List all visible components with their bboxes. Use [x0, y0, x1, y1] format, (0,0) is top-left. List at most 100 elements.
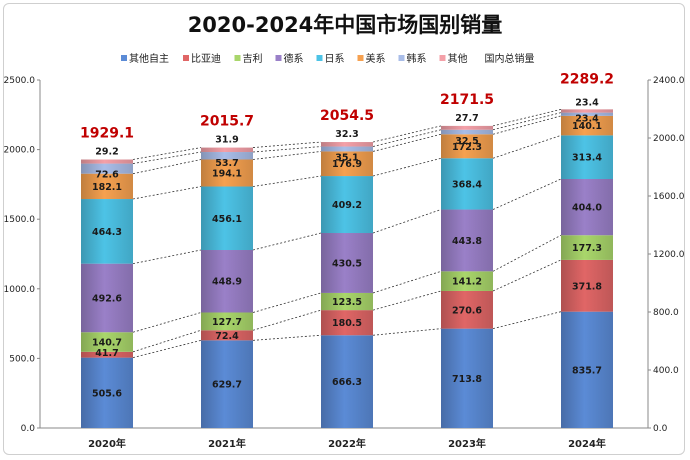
bar-segment	[201, 159, 253, 187]
connector-line	[132, 312, 202, 333]
legend-swatch	[234, 55, 241, 61]
bar-segment	[321, 142, 373, 147]
bar-segment	[81, 159, 133, 164]
segment-value-label: 430.5	[332, 258, 362, 269]
x-tick-label: 2020年	[88, 437, 126, 450]
connector-line	[492, 178, 562, 210]
bar-segment	[201, 147, 253, 153]
segment-value-label: 53.7	[215, 158, 238, 169]
connector-line	[372, 328, 442, 336]
segment-value-label: 835.7	[572, 365, 602, 376]
legend-swatch	[439, 55, 446, 61]
segment-value-label: 368.4	[452, 179, 482, 190]
segment-value-label: 313.4	[572, 153, 602, 164]
legend-label-total: 国内总销量	[485, 52, 535, 65]
x-tick-label: 2024年	[568, 437, 606, 450]
bar-segment	[441, 290, 493, 329]
bar-segment	[321, 335, 373, 428]
y-right-tick-label: 2000.0	[653, 134, 685, 144]
bar-segment	[561, 115, 613, 136]
legend-swatch	[121, 55, 127, 61]
bar-segment	[81, 357, 133, 428]
segment-value-label: 123.5	[332, 297, 362, 308]
segment-value-label: 23.4	[575, 97, 599, 108]
segment-value-label: 448.9	[212, 277, 242, 288]
y-left-tick-label: 2000.0	[4, 146, 36, 156]
connector-line	[252, 232, 322, 251]
segment-value-label: 27.7	[455, 113, 478, 124]
connector-line	[492, 311, 562, 330]
bar-segment	[441, 134, 493, 159]
segment-value-label: 443.8	[452, 236, 482, 247]
chart-title: 2020-2024年中国市场国别销量	[188, 13, 503, 37]
segment-value-label: 177.3	[572, 243, 602, 254]
legend-label: 吉利	[243, 53, 263, 65]
bar-segment	[441, 158, 493, 210]
bar-segment	[81, 199, 133, 264]
y-right-tick-label: 800.0	[653, 308, 679, 318]
segment-value-label: 31.9	[215, 135, 238, 146]
segment-value-label: 629.7	[212, 380, 242, 391]
segment-value-label: 140.7	[92, 338, 122, 349]
bar-segment	[321, 233, 373, 293]
connector-line	[252, 151, 322, 160]
connector-line	[132, 186, 202, 200]
bar-segment	[441, 271, 493, 291]
bar-segment	[561, 311, 613, 428]
bar-segment	[561, 235, 613, 260]
total-value-label: 2171.5	[440, 92, 494, 108]
connector-line	[492, 112, 562, 131]
bar-segment	[321, 151, 373, 177]
bar-segment	[561, 109, 613, 113]
segment-value-label: 72.6	[95, 170, 119, 181]
total-value-label: 2015.7	[200, 114, 254, 130]
total-value-label: 2289.2	[560, 71, 614, 87]
y-right-tick-label: 400.0	[653, 366, 679, 376]
legend-swatch	[398, 55, 405, 61]
legend-label: 德系	[284, 52, 304, 65]
bar-segment	[321, 310, 373, 336]
connector-line	[132, 339, 202, 359]
legend-swatch	[275, 55, 282, 61]
bar-segment	[201, 152, 253, 160]
total-value-label: 2054.5	[320, 108, 374, 124]
connector-line	[492, 115, 562, 135]
segment-value-label: 23.4	[575, 114, 599, 125]
y-right-tick-label: 2400.0	[653, 76, 685, 86]
segment-value-label: 72.4	[215, 331, 239, 342]
connector-line	[372, 209, 442, 234]
segment-value-label: 505.6	[92, 388, 122, 399]
connector-line	[132, 151, 202, 164]
legend-label: 比亚迪	[191, 53, 221, 65]
segment-value-label: 456.1	[212, 214, 242, 225]
legend-swatch	[183, 55, 189, 61]
bar-segment	[81, 173, 133, 200]
y-left-tick-label: 500.0	[9, 354, 35, 364]
legend-label: 美系	[366, 52, 386, 65]
legend: 其他自主 比亚迪 吉利 德系 日系 美系 韩系 其他 国内总销量	[121, 52, 535, 65]
connector-line	[372, 133, 442, 152]
segment-value-label: 35.1	[335, 153, 358, 164]
x-tick-label: 2023年	[448, 437, 486, 450]
axes: 0.0 500.0 1000.0 1500.0 2000.0 2500.0 0.0 400.0…	[4, 76, 685, 450]
segment-value-label: 182.1	[92, 182, 122, 193]
connector-line	[492, 259, 562, 292]
total-value-label: 1929.1	[80, 126, 134, 142]
bar-segment	[321, 292, 373, 311]
segment-value-label: 32.3	[335, 129, 358, 140]
bar-segment	[81, 351, 133, 358]
bar-segment	[441, 328, 493, 428]
segment-value-label: 371.8	[572, 281, 602, 292]
legend-label: 其他自主	[129, 52, 169, 65]
bar-segment	[441, 129, 493, 135]
bar-segment	[441, 209, 493, 272]
bar-segment	[321, 176, 373, 234]
segment-value-label: 172.3	[452, 142, 482, 153]
connector-line	[132, 249, 202, 265]
connector-line	[372, 270, 442, 294]
bar-segment	[201, 186, 253, 251]
segment-value-label: 127.7	[212, 317, 242, 328]
connector-line	[492, 234, 562, 272]
connector-line	[492, 134, 562, 159]
